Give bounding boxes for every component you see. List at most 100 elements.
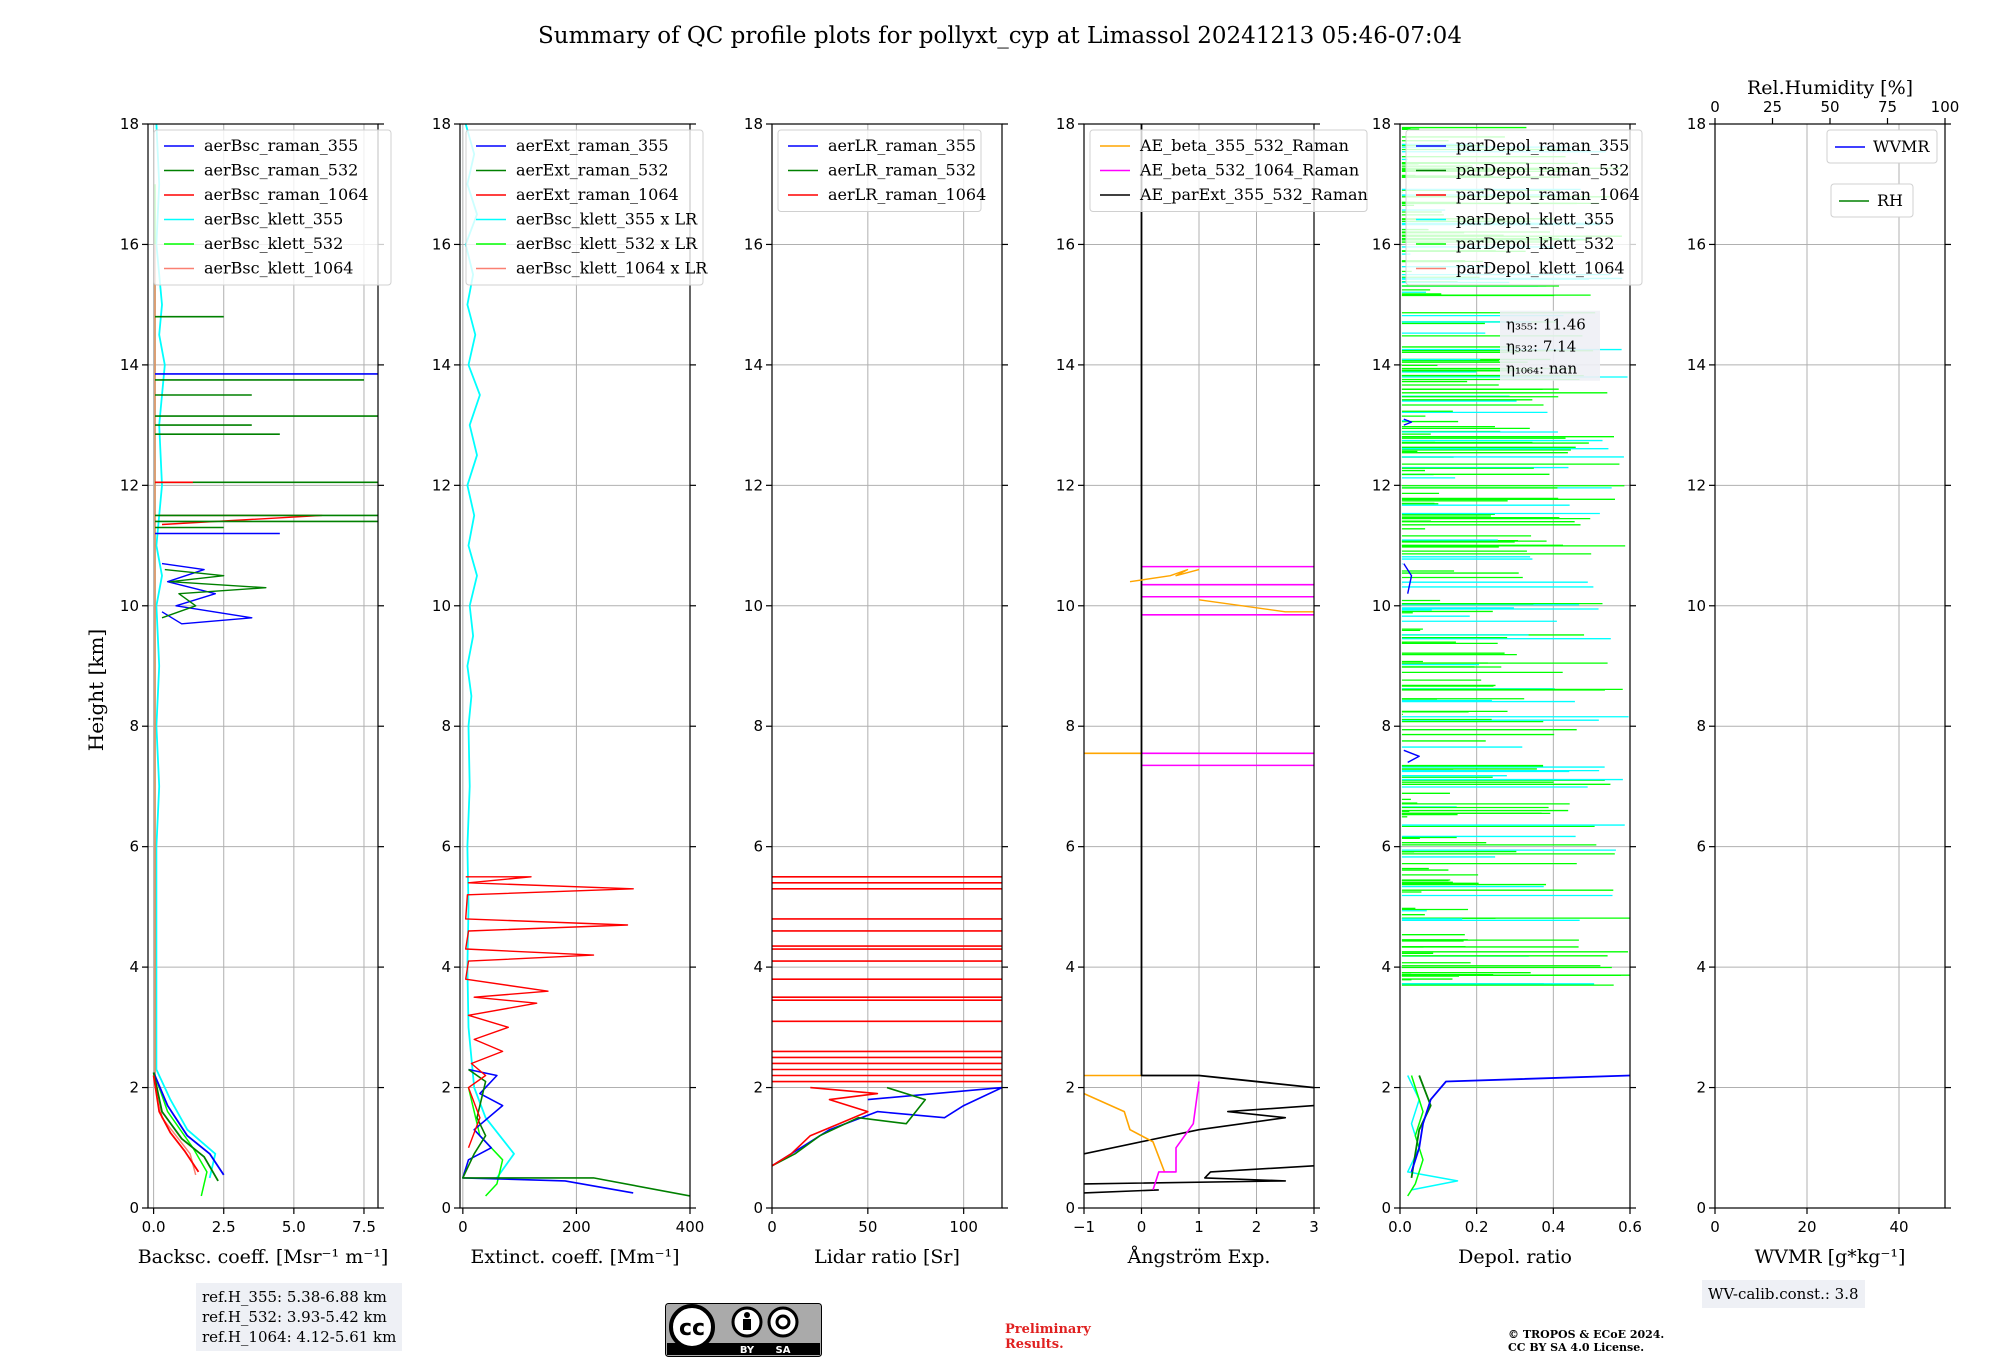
y-tick-label: 12: [1056, 476, 1075, 494]
eta-annotation-line: η₁₀₆₄: nan: [1506, 360, 1577, 378]
legend-label: aerBsc_raman_1064: [204, 185, 369, 204]
y-tick-label: 2: [1381, 1079, 1391, 1097]
legend-label: aerBsc_raman_532: [204, 161, 358, 180]
profile-line: [152, 1075, 200, 1173]
legend-label: parDepol_raman_1064: [1456, 185, 1640, 204]
profile-line: [1084, 1092, 1166, 1173]
profile-line: [467, 1087, 504, 1197]
x-tick-label: 0.2: [1465, 1218, 1489, 1236]
profile-line: [772, 1086, 879, 1167]
y-tick-label: 14: [1687, 356, 1706, 374]
x-tick-label: 20: [1797, 1218, 1816, 1236]
profile-line: [1403, 418, 1413, 426]
y-tick-label: 6: [1381, 838, 1391, 856]
eta-annotation-line: η₅₃₂: 7.14: [1506, 338, 1576, 356]
x-tick-label: −1: [1073, 1218, 1095, 1236]
profile-line: [1152, 1081, 1200, 1191]
ref-h-532: ref.H_532: 3.93-5.42 km: [202, 1308, 387, 1326]
x-tick-label: 1: [1194, 1218, 1204, 1236]
y-tick-label: 4: [441, 958, 451, 976]
panel-1: 0 2 4 6 8 10 12 14 16 18 0.0 2.5 5.0 7.5 Backsc. coeff…: [120, 115, 392, 1268]
y-tick-label: 4: [753, 958, 763, 976]
plot-area: [1084, 124, 1314, 1194]
x-axis-label: Depol. ratio: [1458, 1246, 1572, 1268]
legend-box: [465, 129, 704, 286]
eta-annotation-box: [1500, 310, 1600, 381]
legend-label: aerLR_raman_355: [828, 136, 976, 155]
y-tick-label: 14: [744, 356, 763, 374]
y-tick-label: 0: [1696, 1199, 1706, 1217]
x-tick-label: 200: [562, 1218, 591, 1236]
legend-label: aerBsc_klett_355: [204, 210, 343, 229]
y-tick-label: 18: [1056, 115, 1075, 133]
legend-label: AE_beta_355_532_Raman: [1139, 136, 1349, 155]
preliminary-line-1: Preliminary: [1005, 1322, 1091, 1337]
sa-icon: [767, 1306, 799, 1338]
y-axis-label: Height [km]: [84, 629, 108, 751]
x-tick-label: 0.0: [142, 1218, 166, 1236]
profile-line: [1084, 1104, 1314, 1155]
profile-line: [1084, 1165, 1314, 1185]
y-tick-label: 12: [120, 476, 139, 494]
y-tick-label: 12: [1372, 476, 1391, 494]
y-tick-label: 10: [120, 597, 139, 615]
y-tick-label: 6: [1065, 838, 1075, 856]
x-axis-label: Backsc. coeff. [Msr⁻¹ m⁻¹]: [138, 1246, 389, 1268]
y-tick-label: 14: [1056, 356, 1075, 374]
panel-3: 0 2 4 6 8 10 12 14 16 18 0 50 100 Lidar ratio [Sr] aer…: [744, 115, 1008, 1268]
x-tick-label: 0: [1137, 1218, 1147, 1236]
copyright-notice: © TROPOS & ECoE 2024. CC BY SA 4.0 Licen…: [1508, 1328, 1664, 1354]
plot-area: [772, 875, 1002, 1167]
legend-label: aerBsc_raman_355: [204, 136, 358, 155]
y-tick-label: 8: [1381, 717, 1391, 735]
legend-label: parDepol_klett_355: [1456, 210, 1614, 229]
legend-label: aerBsc_klett_532: [204, 234, 343, 253]
profile-line: [161, 568, 267, 619]
y-tick-label: 2: [1065, 1079, 1075, 1097]
top-x-tick-label: 75: [1878, 98, 1897, 116]
y-tick-label: 2: [753, 1079, 763, 1097]
y-tick-label: 4: [1381, 958, 1391, 976]
y-tick-label: 8: [1065, 717, 1075, 735]
profile-line: [772, 1086, 1002, 1167]
reference-height-box: ref.H_355: 5.38-6.88 km ref.H_532: 3.93-…: [196, 1283, 403, 1351]
legend-box: [153, 129, 392, 286]
y-tick-label: 16: [1687, 235, 1706, 253]
y-tick-label: 14: [1372, 356, 1391, 374]
y-tick-label: 16: [120, 235, 139, 253]
x-tick-label: 0.4: [1541, 1218, 1565, 1236]
panel-2: 0 2 4 6 8 10 12 14 16 18 0 200 400 Extinct. coeff. [M…: [432, 115, 708, 1268]
x-tick-label: 0: [1710, 1218, 1720, 1236]
y-tick-label: 10: [1372, 597, 1391, 615]
legend-label: aerExt_raman_532: [516, 161, 669, 180]
profile-line: [154, 184, 208, 1197]
y-tick-label: 4: [1696, 958, 1706, 976]
x-tick-label: 40: [1889, 1218, 1908, 1236]
legend-label: aerBsc_klett_1064 x LR: [516, 259, 708, 278]
x-axis-label: Ångström Exp.: [1127, 1246, 1271, 1268]
x-tick-label: 7.5: [352, 1218, 376, 1236]
legend-label: RH: [1877, 191, 1903, 210]
legend-box: [1830, 183, 1914, 218]
y-tick-label: 8: [441, 717, 451, 735]
top-x-tick-label: 25: [1763, 98, 1782, 116]
profile-line: [1140, 124, 1314, 1089]
eta-annotation-line: η₃₅₅: 11.46: [1506, 316, 1586, 334]
x-tick-label: 400: [676, 1218, 705, 1236]
y-tick-label: 0: [129, 1199, 139, 1217]
profile-line: [155, 124, 217, 1179]
y-tick-label: 18: [1687, 115, 1706, 133]
y-tick-label: 4: [129, 958, 139, 976]
legend-label: aerBsc_klett_532 x LR: [516, 234, 698, 253]
wv-calibration-text: WV-calib.const.: 3.8: [1708, 1285, 1859, 1303]
profile-line: [461, 1068, 634, 1194]
y-tick-label: 10: [432, 597, 451, 615]
y-tick-label: 16: [744, 235, 763, 253]
x-tick-label: 5.0: [282, 1218, 306, 1236]
legend-label: WVMR: [1873, 137, 1930, 156]
y-tick-label: 0: [753, 1199, 763, 1217]
y-tick-label: 4: [1065, 958, 1075, 976]
y-tick-label: 10: [744, 597, 763, 615]
